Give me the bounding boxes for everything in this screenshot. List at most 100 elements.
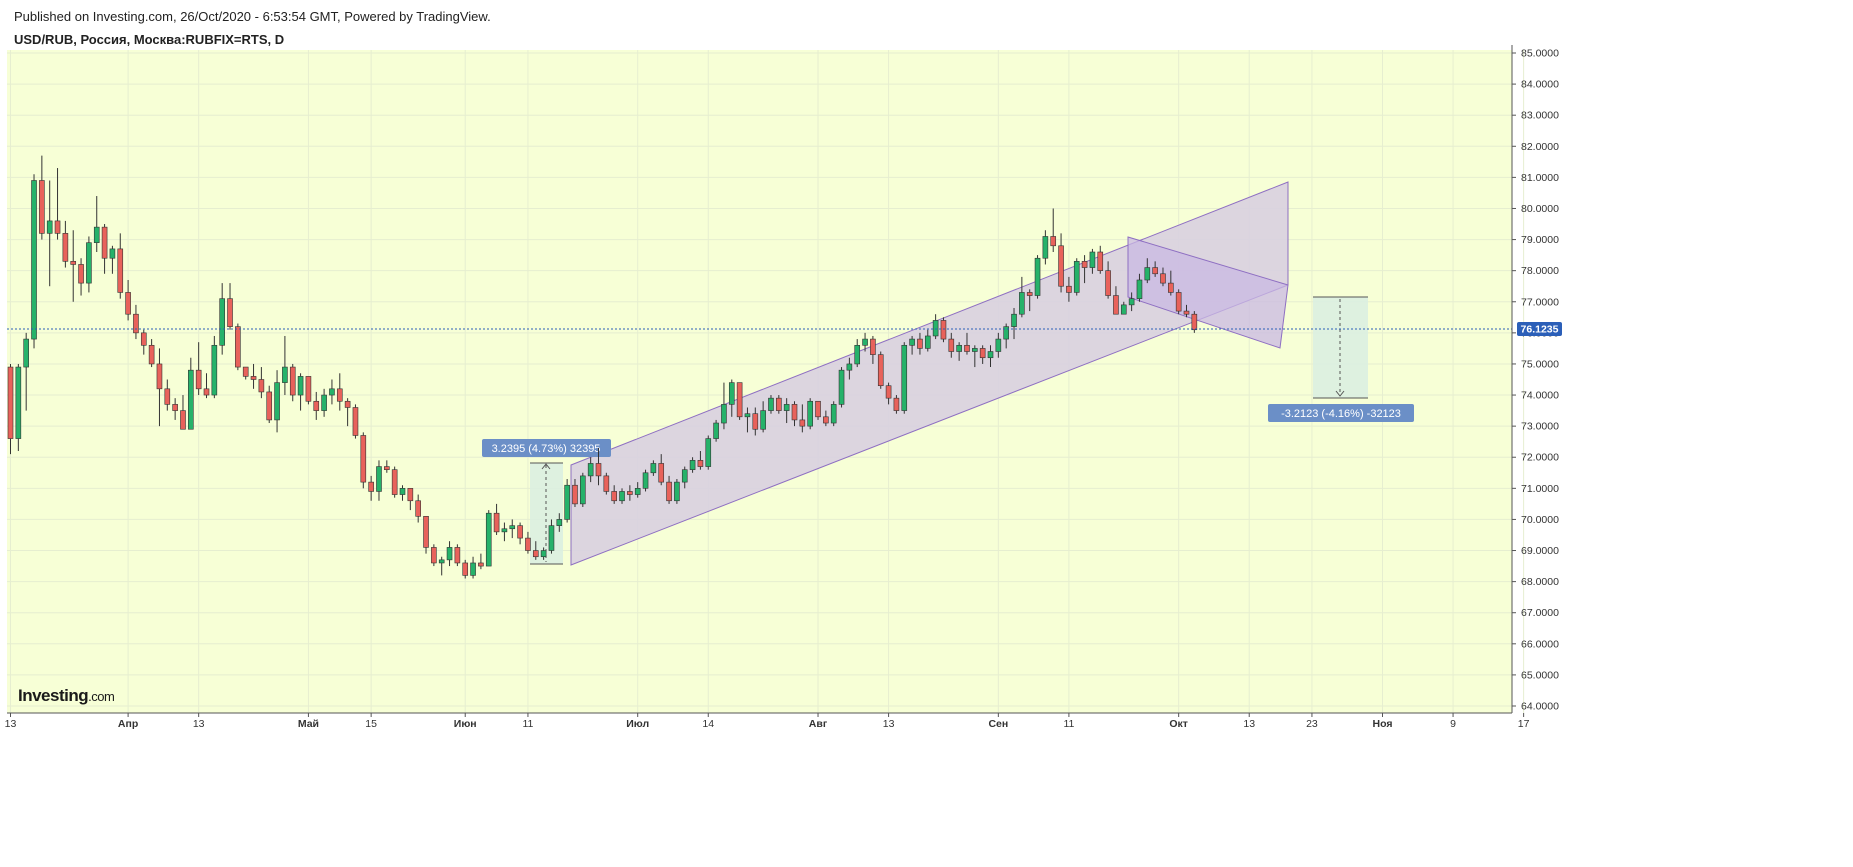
x-tick-label: 11 xyxy=(1063,718,1074,730)
candle-body xyxy=(93,226,100,243)
candle-body xyxy=(336,388,343,402)
x-tick-label: Сен xyxy=(988,718,1008,730)
candle-body xyxy=(140,332,147,346)
y-tick-label: 72.0000 xyxy=(1521,452,1559,464)
candle-body xyxy=(1026,292,1033,296)
candle-body xyxy=(289,366,296,396)
candle-body xyxy=(297,376,304,396)
candle-body xyxy=(454,547,461,564)
candle-body xyxy=(995,338,1002,352)
candle-body xyxy=(854,344,861,365)
x-tick-label: 9 xyxy=(1450,718,1456,730)
candle-body xyxy=(595,463,602,477)
candle-body xyxy=(619,491,625,502)
last-price-value: 76.1235 xyxy=(1521,324,1559,336)
x-tick-label: Ноя xyxy=(1373,718,1393,730)
flag-channel[interactable] xyxy=(1127,236,1289,349)
candle-body xyxy=(203,388,210,396)
candle-body xyxy=(658,463,665,483)
x-tick-label: Авг xyxy=(809,718,828,730)
candle-body xyxy=(885,385,892,399)
candle-body xyxy=(1097,251,1104,271)
candle-body xyxy=(431,547,437,564)
candle-body xyxy=(627,491,633,495)
candle-body xyxy=(1089,251,1096,268)
y-tick-label: 73.0000 xyxy=(1521,421,1559,433)
candle-body xyxy=(31,180,37,340)
candle-body xyxy=(1144,267,1151,281)
candle-body xyxy=(1175,292,1182,312)
candle-body xyxy=(164,388,171,405)
candle-body xyxy=(681,469,688,483)
measure-up-label-bg xyxy=(482,439,611,457)
candle-body xyxy=(172,404,178,411)
candle-body xyxy=(713,422,719,439)
candle-body xyxy=(446,547,453,561)
y-tick-label: 77.0000 xyxy=(1521,296,1559,308)
y-tick-label: 85.0000 xyxy=(1521,48,1559,60)
x-tick-label: 13 xyxy=(1243,718,1255,730)
candle-body xyxy=(697,460,704,467)
candle-body xyxy=(634,488,641,495)
y-tick-label: 84.0000 xyxy=(1521,79,1559,91)
published-note: Published on Investing.com, 26/Oct/2020 … xyxy=(14,9,491,24)
candle-body xyxy=(987,351,994,359)
candle-body xyxy=(195,369,202,390)
candle-body xyxy=(1073,261,1080,293)
candle-body xyxy=(1191,313,1198,331)
candle-body xyxy=(54,220,61,234)
candle-body xyxy=(39,180,45,234)
candle-body xyxy=(313,400,320,411)
candle-body xyxy=(752,413,759,430)
candle-body xyxy=(728,382,735,405)
candle-body xyxy=(1152,267,1158,275)
x-tick-label: Июл xyxy=(626,718,649,730)
candle-body xyxy=(376,466,382,492)
measure-down[interactable]: -3.2123 (-4.16%) -32123 xyxy=(1268,296,1414,422)
candle-body xyxy=(1120,304,1127,315)
candle-body xyxy=(478,562,484,567)
candle-body xyxy=(948,338,955,352)
candle-body xyxy=(572,484,578,505)
candle-body xyxy=(368,481,374,492)
x-tick-label: 23 xyxy=(1306,718,1318,730)
candle-body xyxy=(360,435,367,483)
logo-main: Investing xyxy=(18,686,88,705)
candle-body xyxy=(1168,282,1174,293)
x-tick-label: Май xyxy=(298,718,319,730)
price-axis[interactable]: 85.0000 84.0000 83.0000 82.0000 81.0000 80.00… xyxy=(1512,48,1559,713)
y-tick-label: 70.0000 xyxy=(1521,514,1559,526)
time-axis[interactable]: 13 Апр 13 Май 15 Июн 11 Июл 14 Авг 13 Сен 11 Окт 13 23 Н… xyxy=(5,713,1530,730)
plot-background xyxy=(7,50,1512,713)
candle-body xyxy=(438,559,445,564)
candle-body xyxy=(70,261,77,265)
candle-body xyxy=(1011,313,1017,327)
candle-body xyxy=(415,500,421,517)
candle-body xyxy=(815,400,821,418)
candle-body xyxy=(86,242,92,284)
candle-body xyxy=(807,400,813,427)
x-tick-label: 14 xyxy=(702,718,714,730)
candle-body xyxy=(674,481,680,502)
candle-body xyxy=(532,550,539,558)
candle-body xyxy=(282,366,288,383)
candle-body xyxy=(117,248,124,293)
candle-body xyxy=(250,376,257,380)
candle-body xyxy=(791,404,798,421)
candle-body xyxy=(423,516,429,548)
y-tick-label: 81.0000 xyxy=(1521,172,1559,184)
candle-body xyxy=(564,484,570,520)
candle-body xyxy=(235,326,241,368)
candle-body xyxy=(893,397,900,411)
candle-body xyxy=(219,298,225,346)
candle-body xyxy=(305,376,312,402)
candle-body xyxy=(964,344,970,352)
candle-body xyxy=(603,475,610,492)
y-tick-label: 83.0000 xyxy=(1521,110,1559,122)
measure-down-label: -3.2123 (-4.16%) -32123 xyxy=(1281,408,1401,420)
svg-text:Investing.com: Investing.com xyxy=(18,686,114,705)
candle-body xyxy=(1136,279,1143,299)
candle-body xyxy=(1183,310,1190,315)
candle-body xyxy=(188,369,194,430)
